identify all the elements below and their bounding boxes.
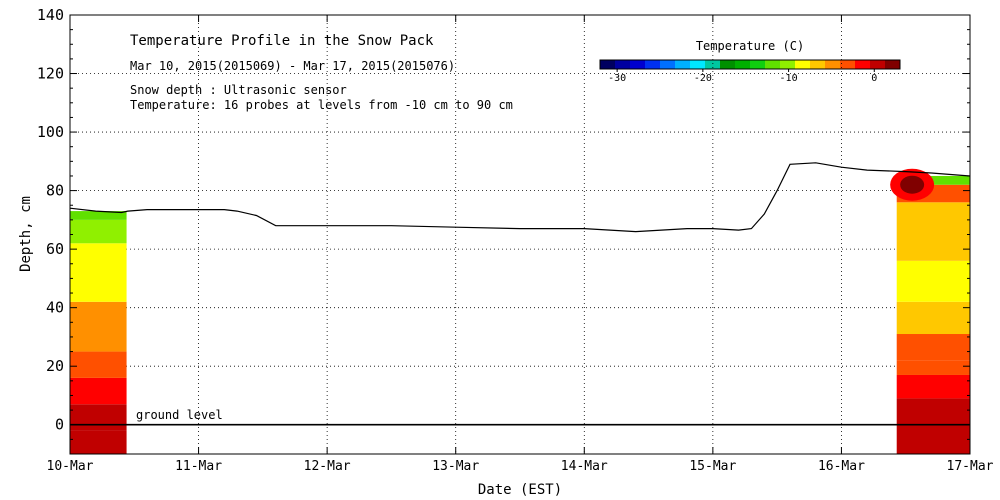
temperature-layer [896, 334, 970, 361]
colorbar-swatch [840, 60, 856, 69]
temperature-layer [896, 202, 970, 261]
annotation-probes: Temperature: 16 probes at levels from -1… [130, 98, 513, 112]
colorbar-tick-label: -30 [608, 73, 626, 84]
x-tick-label: 10-Mar [47, 459, 94, 474]
colorbar-swatch [870, 60, 886, 69]
y-tick-label: 100 [37, 123, 64, 141]
colorbar-swatch [705, 60, 721, 69]
y-tick-label: 140 [37, 6, 64, 24]
x-tick-label: 13-Mar [432, 459, 479, 474]
grid [70, 15, 970, 454]
colorbar-swatch [765, 60, 781, 69]
colorbar-swatch [885, 60, 901, 69]
temperature-layer [70, 301, 127, 352]
temperature-layer [896, 360, 970, 375]
snow-depth-line [69, 162, 971, 233]
y-axis-label: Depth, cm [18, 196, 34, 272]
y-tick-label: 80 [46, 182, 64, 200]
colorbar-swatch [645, 60, 661, 69]
y-tick-label: 40 [46, 299, 64, 317]
temperature-layer [896, 374, 970, 399]
plot-frame [69, 14, 971, 455]
temperature-layer [70, 377, 127, 405]
annotation-sensor: Snow depth : Ultrasonic sensor [130, 83, 347, 97]
colorbar-swatch [735, 60, 751, 69]
colorbar-swatch [690, 60, 706, 69]
temperature-layer [896, 260, 970, 302]
temperature-layer [70, 430, 127, 454]
x-tick-label: 14-Mar [561, 459, 608, 474]
temperature-layer [70, 351, 127, 378]
colorbar-swatch [780, 60, 796, 69]
x-tick-label: 16-Mar [818, 459, 865, 474]
colorbar-swatch [825, 60, 841, 69]
temperature-layer [70, 243, 127, 302]
colorbar-tick-label: 0 [871, 73, 877, 84]
temperature-blocks [70, 168, 970, 454]
x-tick-label: 15-Mar [689, 459, 736, 474]
temperature-layer [896, 175, 970, 185]
colorbar-tick-label: -10 [780, 73, 798, 84]
colorbar-tick-label: -20 [694, 73, 712, 84]
x-tick-label: 12-Mar [304, 459, 351, 474]
data-lines [69, 162, 971, 426]
colorbar: -30 -20 -10 0 [599, 59, 901, 84]
y-tick-label: 120 [37, 65, 64, 83]
colorbar-swatch [630, 60, 646, 69]
x-axis-label: Date (EST) [478, 482, 562, 498]
colorbar-swatch [855, 60, 871, 69]
chart-subtitle: Mar 10, 2015(2015069) - Mar 17, 2015(201… [130, 59, 455, 73]
colorbar-title: Temperature (C) [696, 39, 804, 53]
colorbar-swatch [615, 60, 631, 69]
ground-level-label: ground level [136, 408, 223, 422]
x-tick-label: 17-Mar [947, 459, 994, 474]
temperature-layer [896, 301, 970, 335]
axis-ticks: 10-Mar 11-Mar 12-Mar 13-Mar 14-Mar 15-Mar 16-M… [37, 6, 994, 474]
chart-title: Temperature Profile in the Snow Pack [130, 33, 434, 49]
colorbar-frame [599, 59, 901, 70]
temperature-layer [896, 398, 970, 454]
colorbar-swatch [720, 60, 736, 69]
temperature-layer [70, 211, 127, 220]
y-tick-label: 0 [55, 416, 64, 434]
colorbar-swatch [795, 60, 811, 69]
temperature-layer [70, 219, 127, 244]
temperature-layer [70, 404, 127, 431]
x-tick-label: 11-Mar [175, 459, 222, 474]
colorbar-swatch [675, 60, 691, 69]
colorbar-swatch [660, 60, 676, 69]
temperature-hotspot-core [900, 175, 925, 194]
colorbar-swatch [750, 60, 766, 69]
y-tick-label: 20 [46, 357, 64, 375]
y-tick-label: 60 [46, 240, 64, 258]
colorbar-swatch [810, 60, 826, 69]
colorbar-swatch [600, 60, 616, 69]
